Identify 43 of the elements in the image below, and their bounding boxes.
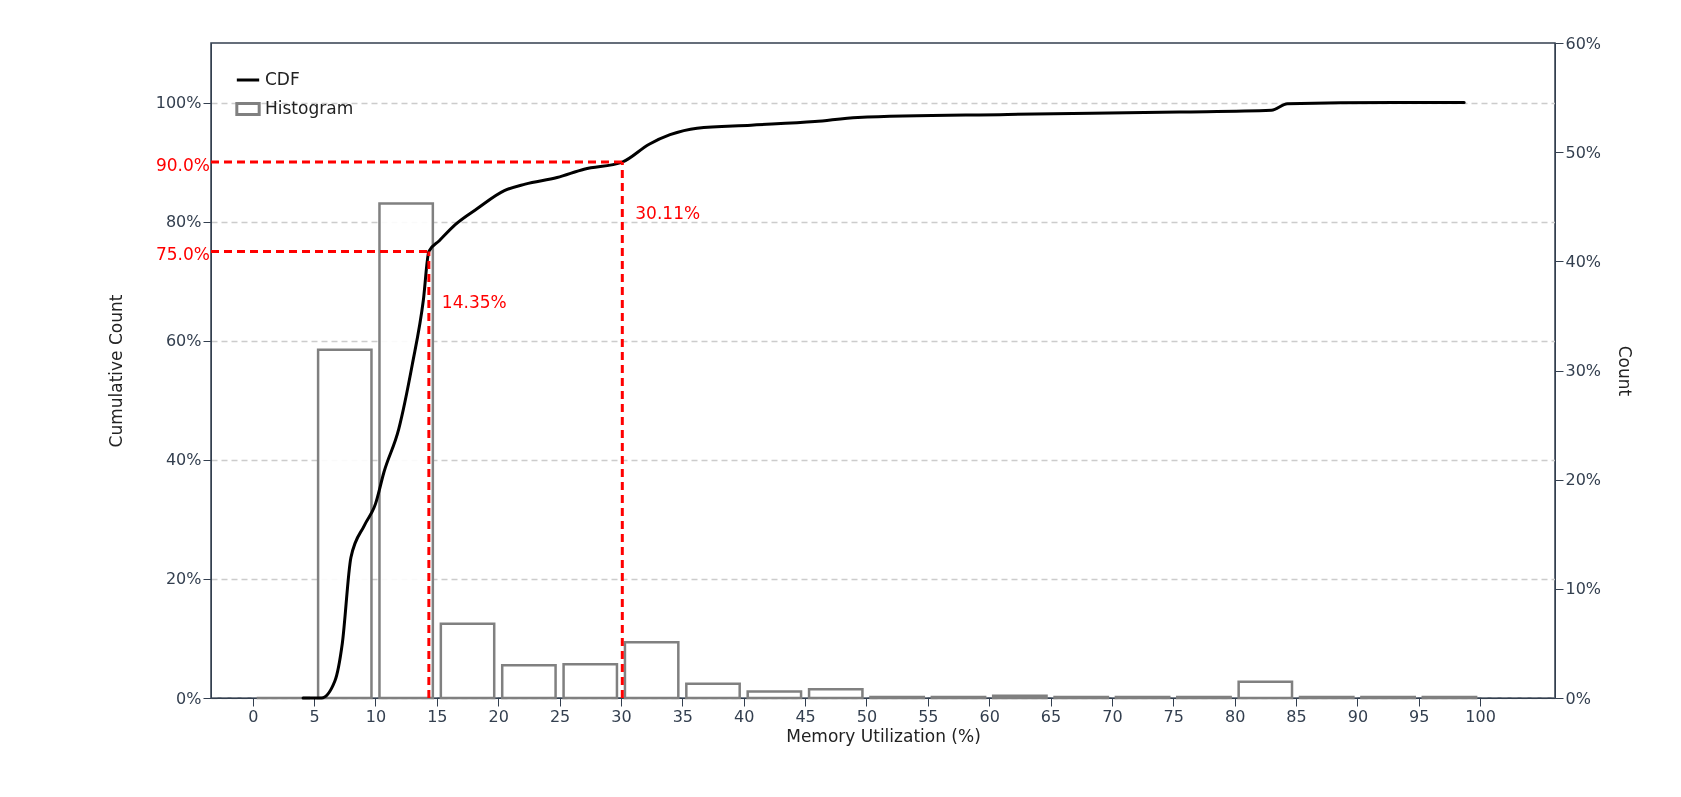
x-tick-label: 5: [309, 706, 320, 726]
x-tick-label: 95: [1409, 706, 1430, 726]
y-tick-label: 40%: [165, 450, 202, 470]
x-tick-label: 90: [1347, 706, 1369, 726]
y-tick-label: 20%: [165, 569, 202, 589]
x-tick-label: 60: [979, 706, 1000, 726]
x-tick-label: 100: [1465, 706, 1496, 726]
x-tick-label: 70: [1102, 706, 1123, 726]
y2-tick-label: 10%: [1565, 579, 1602, 599]
y2-tick-label: 30%: [1565, 361, 1602, 380]
ref-line-label: 30.11%: [635, 203, 701, 224]
x-tick-label: 55: [918, 706, 939, 726]
ref-line-label: 75.0%: [155, 244, 210, 265]
x-tick-label: 10: [365, 706, 387, 726]
x-tick-label: 25: [549, 706, 571, 726]
y2-tick-label: 20%: [1565, 470, 1602, 490]
y2-tick-label: 0%: [1565, 688, 1591, 708]
legend-label: Histogram: [265, 98, 354, 118]
y-tick-label: 0%: [176, 688, 202, 708]
x-tick-label: 50: [856, 706, 878, 726]
y2-tick-label: 60%: [1565, 33, 1602, 53]
ref-line-label: 14.35%: [441, 292, 507, 313]
x-tick-label: 75: [1163, 706, 1184, 726]
y-tick-label: 60%: [165, 331, 202, 351]
y-tick-label: 80%: [165, 212, 202, 232]
legend-label: CDF: [265, 69, 300, 89]
y2-tick-label: 50%: [1565, 142, 1602, 162]
x-tick-label: 35: [672, 706, 693, 726]
x-tick-label: 20: [488, 706, 509, 726]
x-tick-label: 65: [1040, 706, 1062, 726]
x-tick-label: 30: [611, 706, 632, 726]
y2-axis-title: Count: [1615, 345, 1636, 397]
x-tick-label: 85: [1286, 706, 1307, 726]
x-tick-label: 80: [1224, 706, 1246, 726]
x-tick-label: 0: [248, 706, 259, 726]
y-axis-title: Cumulative Count: [105, 294, 126, 448]
y2-tick-label: 40%: [1565, 251, 1602, 271]
ref-line-label: 90.0%: [155, 155, 210, 176]
x-tick-label: 15: [427, 706, 448, 726]
x-tick-label: 45: [795, 706, 816, 726]
x-axis-title: Memory Utilization (%): [786, 725, 981, 746]
x-tick-label: 40: [734, 706, 755, 726]
y-tick-label: 100%: [155, 93, 202, 113]
